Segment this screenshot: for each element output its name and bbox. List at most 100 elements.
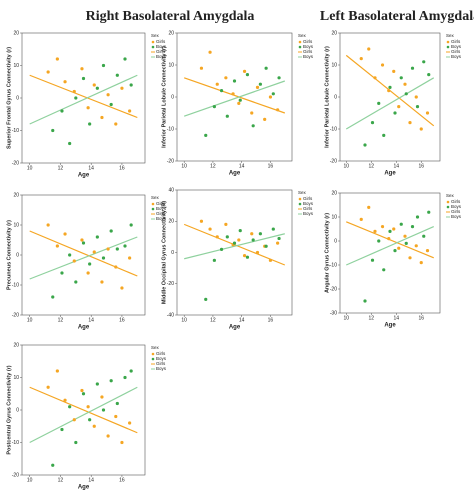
x-tick-label: 10 — [181, 317, 187, 323]
point — [68, 253, 72, 257]
legend-label: Boys — [156, 206, 167, 211]
point — [128, 109, 132, 113]
fit-line — [29, 230, 138, 277]
legend-label: Boys — [303, 44, 314, 49]
point — [408, 121, 412, 125]
point — [359, 57, 363, 61]
point — [68, 405, 72, 409]
point — [380, 225, 385, 229]
point — [129, 223, 133, 227]
x-tick-label: 12 — [210, 317, 216, 323]
point — [208, 50, 212, 54]
x-tick-label: 12 — [210, 163, 216, 169]
legend-marker — [151, 45, 155, 49]
x-tick-label: 12 — [58, 317, 64, 323]
point — [393, 111, 397, 115]
y-tick-label: -20 — [12, 160, 19, 166]
legend-label: Girls — [156, 49, 166, 54]
fit-line — [346, 221, 434, 259]
x-tick-label: 10 — [27, 165, 33, 171]
y-tick-label: -20 — [330, 158, 337, 164]
x-tick-label: 16 — [119, 165, 125, 171]
x-tick-label: 12 — [58, 165, 64, 171]
point — [68, 141, 72, 146]
x-tick-label: 12 — [58, 477, 64, 483]
legend-label: Girls — [156, 39, 166, 44]
legend-label: Boys — [156, 356, 167, 361]
point — [204, 133, 208, 137]
legend-marker — [151, 207, 155, 211]
point — [225, 114, 229, 118]
fit-line — [29, 74, 138, 119]
point — [271, 92, 275, 96]
point — [264, 66, 268, 70]
point — [120, 440, 124, 445]
point — [100, 395, 104, 399]
point — [388, 229, 392, 233]
y-tick-label: -10 — [12, 282, 19, 288]
point — [128, 256, 132, 260]
point — [72, 418, 76, 422]
point — [403, 234, 407, 238]
point — [382, 133, 386, 137]
point — [55, 57, 59, 61]
point — [81, 392, 86, 396]
point — [415, 105, 420, 109]
point — [373, 229, 377, 233]
legend-label: Girls — [156, 361, 166, 366]
plot-frame — [339, 192, 441, 314]
point — [109, 379, 113, 383]
point — [363, 143, 367, 147]
point — [212, 105, 216, 109]
y-tick-label: -20 — [167, 158, 174, 164]
point — [404, 92, 408, 96]
legend-marker — [446, 45, 450, 49]
fit-line — [29, 74, 138, 125]
y-axis-label: Superior Frontal Gyrus Connectivity (r) — [6, 47, 12, 149]
point — [251, 124, 255, 128]
point — [370, 121, 375, 125]
point — [427, 73, 431, 77]
point — [251, 238, 255, 242]
y-axis-label: Postcentral Gyrus Connectivity (r) — [6, 365, 12, 454]
point — [219, 89, 224, 93]
point — [51, 128, 55, 133]
legend-label: Girls — [451, 209, 461, 214]
point — [92, 83, 96, 87]
point — [276, 108, 280, 112]
point — [215, 235, 219, 239]
legend-label: Boys — [451, 204, 462, 209]
legend-marker — [298, 202, 302, 206]
legend-label: Girls — [156, 211, 166, 216]
point — [250, 111, 254, 115]
legend-label: Girls — [451, 49, 461, 54]
point — [88, 418, 92, 422]
point — [81, 76, 86, 81]
legend-label: Boys — [156, 366, 167, 371]
point — [199, 219, 204, 223]
point — [100, 115, 104, 120]
point — [72, 89, 76, 94]
point — [397, 105, 401, 109]
point — [242, 69, 247, 73]
point — [367, 205, 371, 209]
point — [238, 229, 242, 233]
point — [237, 101, 241, 105]
legend-label: Girls — [303, 39, 313, 44]
x-tick-label: 16 — [268, 317, 274, 323]
point — [80, 238, 84, 242]
legend-label: Boys — [156, 44, 167, 49]
point — [268, 95, 273, 99]
point — [255, 250, 260, 255]
y-tick-label: -10 — [12, 128, 19, 134]
point — [46, 385, 50, 389]
x-axis-label: Age — [78, 485, 90, 491]
legend-label: Girls — [303, 206, 313, 211]
point — [101, 63, 106, 68]
y-tick-label: 10 — [13, 63, 19, 69]
legend-marker — [151, 202, 155, 206]
y-tick-label: -10 — [330, 126, 337, 132]
legend-title: Sex — [151, 195, 160, 200]
point — [86, 106, 90, 110]
legend-label: Boys — [156, 216, 167, 221]
